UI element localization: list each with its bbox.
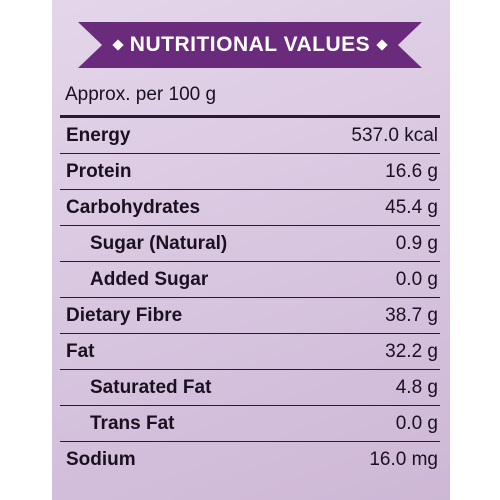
- nutrient-value: 32.2 g: [385, 341, 438, 362]
- serving-size: Approx. per 100 g: [65, 84, 217, 105]
- nutrient-row: Energy 537.0 kcal: [60, 118, 440, 154]
- nutrient-value: 38.7 g: [385, 305, 438, 326]
- sub-nutrient-row: Sugar (Natural) 0.9 g: [60, 226, 440, 262]
- nutrient-label: Energy: [66, 125, 131, 146]
- sub-nutrient-row: Added Sugar 0.0 g: [60, 262, 440, 298]
- nutrient-label: Sugar (Natural): [90, 233, 228, 254]
- nutrient-row: Sodium 16.0 mg: [60, 442, 440, 477]
- nutrient-row: Fat 32.2 g: [60, 334, 440, 370]
- divider: [60, 115, 440, 118]
- nutrient-label: Fat: [66, 341, 95, 362]
- nutrition-table: Energy 537.0 kcal Protein 16.6 g Carbohydrat…: [60, 118, 440, 477]
- sub-nutrient-row: Saturated Fat 4.8 g: [60, 370, 440, 406]
- nutrient-row: Protein 16.6 g: [60, 154, 440, 190]
- nutrient-value: 45.4 g: [385, 197, 438, 218]
- title-banner: NUTRITIONAL VALUES: [78, 22, 422, 68]
- nutrient-value: 0.0 g: [395, 269, 438, 290]
- nutrient-value: 537.0 kcal: [351, 125, 438, 146]
- title: NUTRITIONAL VALUES: [129, 33, 371, 56]
- nutrient-value: 16.6 g: [385, 161, 438, 182]
- nutrient-value: 16.0 mg: [369, 449, 438, 470]
- nutrient-value: 0.9 g: [395, 233, 438, 254]
- nutrient-value: 0.0 g: [395, 413, 438, 434]
- nutrient-label: Added Sugar: [90, 269, 209, 290]
- nutrient-label: Protein: [66, 161, 132, 182]
- nutrient-label: Saturated Fat: [90, 377, 212, 398]
- sub-nutrient-row: Trans Fat 0.0 g: [60, 406, 440, 442]
- nutrient-row: Dietary Fibre 38.7 g: [60, 298, 440, 334]
- nutrition-panel: NUTRITIONAL VALUES Approx. per 100 g Ene…: [52, 0, 450, 500]
- nutrient-label: Sodium: [66, 449, 136, 470]
- nutrient-value: 4.8 g: [395, 377, 438, 398]
- nutrient-label: Dietary Fibre: [66, 305, 183, 326]
- nutrient-label: Carbohydrates: [66, 197, 201, 218]
- nutrient-row: Carbohydrates 45.4 g: [60, 190, 440, 226]
- nutrient-label: Trans Fat: [90, 413, 175, 434]
